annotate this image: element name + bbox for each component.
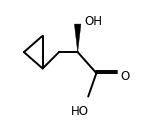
Polygon shape [74, 24, 81, 52]
Text: O: O [120, 70, 130, 83]
Text: OH: OH [85, 15, 103, 28]
Text: HO: HO [70, 105, 88, 118]
